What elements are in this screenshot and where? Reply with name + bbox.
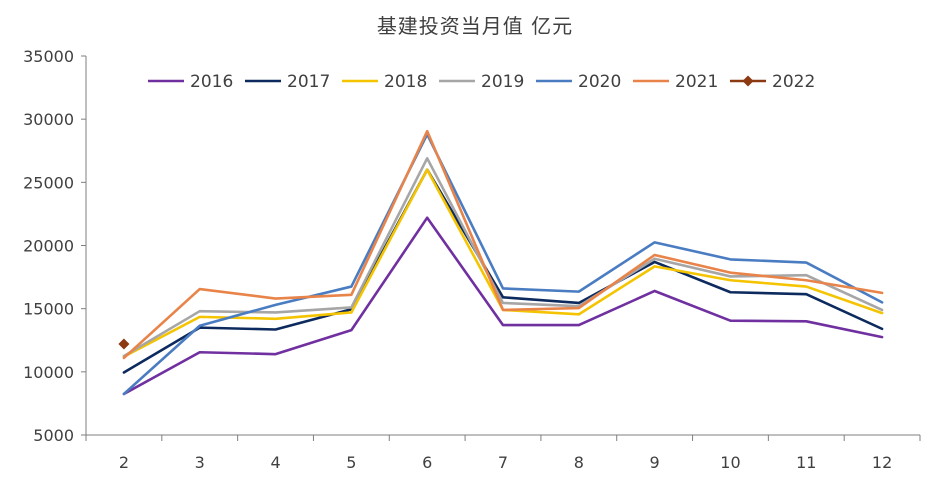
series-2022-point <box>118 338 130 350</box>
legend-item-2018: 2018 <box>342 72 427 92</box>
legend-item-2019: 2019 <box>439 72 524 92</box>
legend-marker-2022 <box>742 75 754 87</box>
x-tick-label: 8 <box>574 453 584 472</box>
legend-label-2021: 2021 <box>675 72 718 92</box>
x-tick-label: 12 <box>872 453 892 472</box>
legend-item-2016: 2016 <box>148 72 233 92</box>
series-2016-line <box>122 216 884 396</box>
x-tick-label: 9 <box>650 453 660 472</box>
y-tick-label: 10000 <box>23 363 74 382</box>
y-tick-label: 25000 <box>23 173 74 192</box>
legend-item-2020: 2020 <box>536 72 621 92</box>
chart-title: 基建投资当月值 亿元 <box>376 14 574 38</box>
legend-label-2022: 2022 <box>772 72 815 92</box>
x-tick-label: 7 <box>498 453 508 472</box>
x-tick-label: 4 <box>270 453 280 472</box>
legend-label-2016: 2016 <box>190 72 233 92</box>
x-tick-label: 10 <box>720 453 740 472</box>
x-tick-label: 6 <box>422 453 432 472</box>
series-2020-line <box>122 133 884 396</box>
y-tick-label: 15000 <box>23 300 74 319</box>
legend-label-2020: 2020 <box>578 72 621 92</box>
y-tick-label: 5000 <box>33 426 74 445</box>
series-2017-line <box>122 168 884 374</box>
legend-label-2019: 2019 <box>481 72 524 92</box>
y-tick-label: 20000 <box>23 237 74 256</box>
x-tick-label: 11 <box>796 453 816 472</box>
x-tick-label: 5 <box>346 453 356 472</box>
x-tick-label: 3 <box>195 453 205 472</box>
legend-label-2017: 2017 <box>287 72 330 92</box>
legend-item-2022: 2022 <box>730 72 815 92</box>
axes: 5000 10000 15000 20000 25000 30000 35000 2 3 4 5 6 7… <box>23 47 921 472</box>
legend: 2016 2017 2018 2019 2020 2021 2022 <box>148 72 815 92</box>
legend-item-2017: 2017 <box>245 72 330 92</box>
y-tick-label: 30000 <box>23 110 74 129</box>
series-2021-line <box>122 129 884 360</box>
x-tick-label: 2 <box>119 453 129 472</box>
series-lines <box>118 129 884 396</box>
y-tick-label: 35000 <box>23 47 74 66</box>
legend-label-2018: 2018 <box>384 72 427 92</box>
legend-item-2021: 2021 <box>633 72 718 92</box>
